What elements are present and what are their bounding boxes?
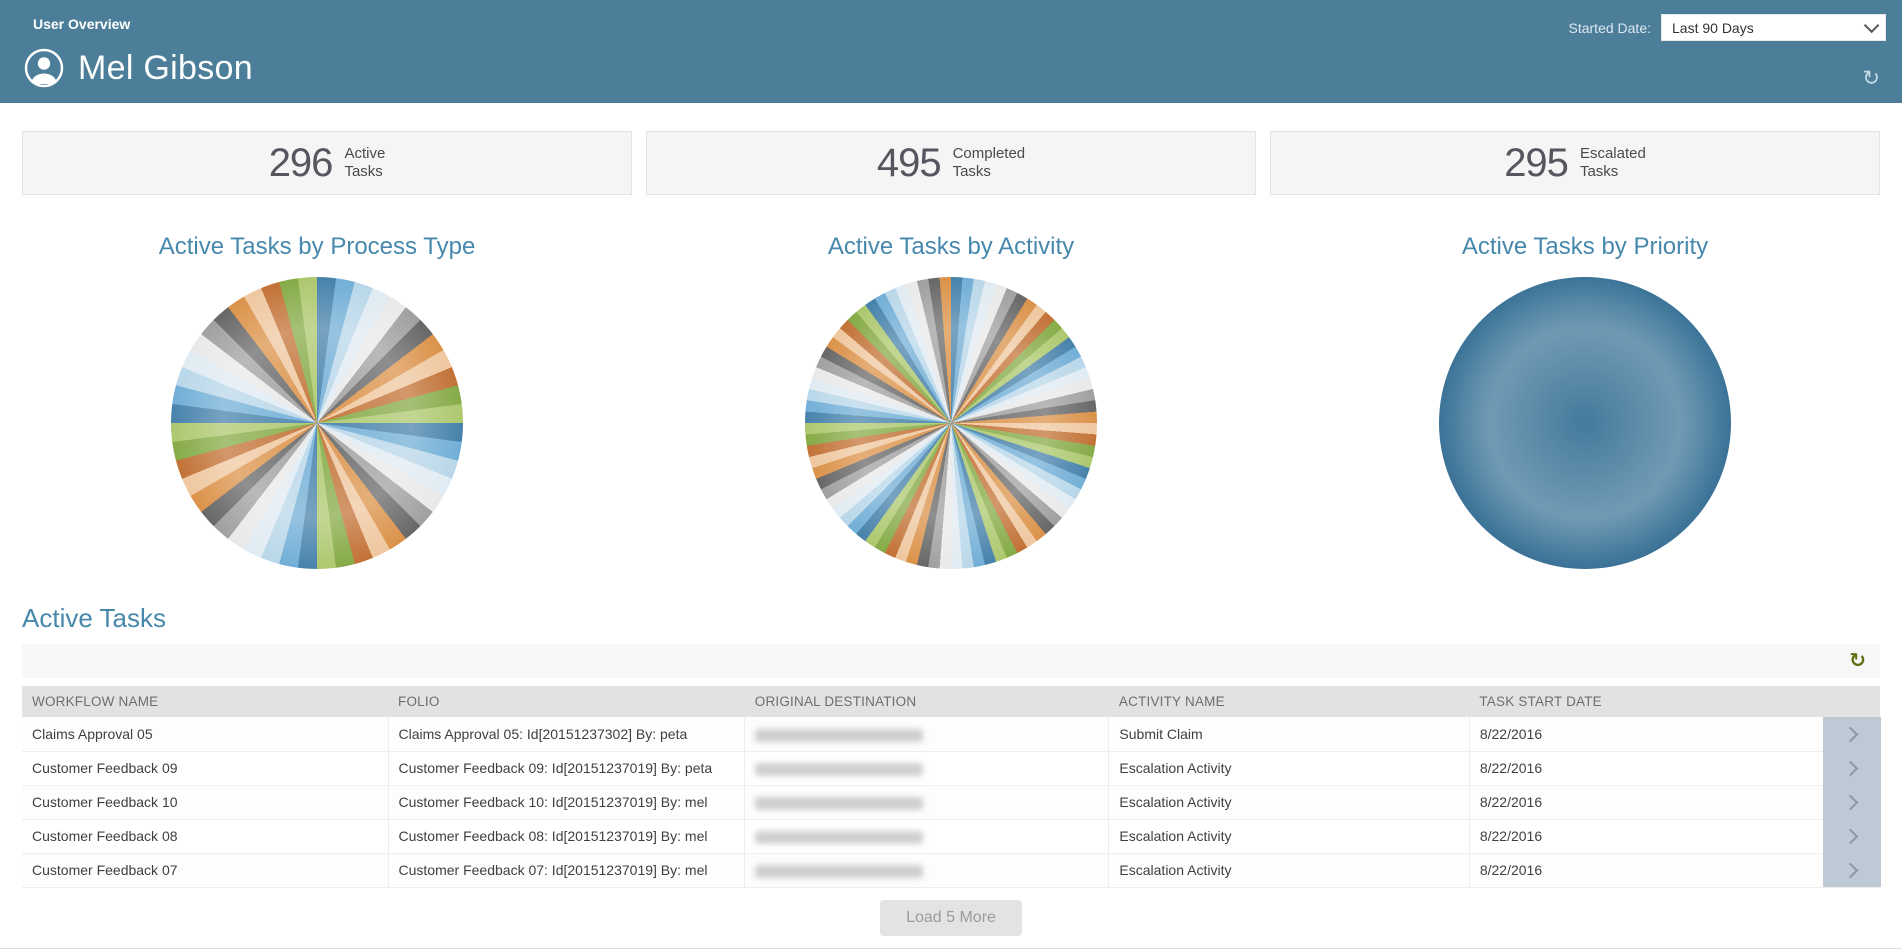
row-open-chevron[interactable] — [1823, 819, 1881, 853]
stat-cards: 296 Active Tasks 495 Completed Tasks 295 E… — [22, 131, 1880, 195]
cell-workflow-name: Customer Feedback 07 — [22, 853, 389, 888]
active-tasks-table: WORKFLOW NAME FOLIO ORIGINAL DESTINATION… — [22, 686, 1881, 888]
stat-value: 295 — [1504, 140, 1569, 185]
stat-value: 296 — [268, 140, 334, 185]
cell-folio: Customer Feedback 10: Id[20151237019] By… — [387, 785, 745, 820]
cell-activity-name: Escalation Activity — [1108, 853, 1470, 888]
table-header-row: WORKFLOW NAME FOLIO ORIGINAL DESTINATION… — [22, 686, 1880, 717]
pie-sheen — [171, 277, 463, 569]
column-header-workflow-name[interactable]: WORKFLOW NAME — [22, 686, 389, 717]
cell-original-destination — [744, 785, 1109, 820]
cell-workflow-name: Customer Feedback 10 — [22, 785, 389, 820]
stat-card-escalated-tasks: 295 Escalated Tasks — [1270, 131, 1880, 195]
cell-task-start-date: 8/22/2016 — [1468, 751, 1880, 786]
row-open-chevron[interactable] — [1823, 853, 1881, 887]
stat-label: Completed Tasks — [952, 144, 1026, 180]
charts-row: Active Tasks by Process Type Active Task… — [0, 233, 1902, 569]
section-title: Active Tasks — [22, 603, 167, 633]
load-more-row: Load 5 More — [0, 899, 1902, 936]
cell-original-destination — [744, 751, 1109, 786]
bottom-divider — [0, 947, 1902, 949]
pie-sheen — [805, 277, 1097, 569]
cell-activity-name: Escalation Activity — [1108, 751, 1470, 786]
load-more-button[interactable]: Load 5 More — [880, 899, 1022, 936]
cell-workflow-name: Customer Feedback 09 — [22, 751, 389, 786]
cell-original-destination — [744, 819, 1109, 854]
chart-title: Active Tasks by Priority — [1461, 233, 1709, 260]
pie-chart-priority[interactable] — [1439, 277, 1731, 569]
table-row[interactable]: Customer Feedback 08 Customer Feedback 0… — [22, 819, 1880, 854]
date-filter: Started Date: Last 90 Days — [1568, 14, 1886, 41]
column-header-activity-name[interactable]: ACTIVITY NAME — [1108, 686, 1470, 717]
chevron-right-icon — [1842, 726, 1859, 742]
refresh-icon[interactable]: ↻ — [1862, 67, 1880, 90]
header: User Overview Mel Gibson Started Date: L… — [0, 0, 1902, 103]
cell-task-start-date: 8/22/2016 — [1468, 717, 1880, 752]
cell-workflow-name: Customer Feedback 08 — [22, 819, 389, 854]
breadcrumb[interactable]: User Overview — [33, 16, 131, 32]
chart-priority: Active Tasks by Priority — [1268, 233, 1902, 569]
started-date-value: Last 90 Days — [1672, 19, 1754, 36]
pie-sheen — [1439, 277, 1731, 569]
cell-original-destination — [744, 853, 1109, 888]
redacted-text — [755, 864, 924, 878]
chevron-right-icon — [1842, 760, 1859, 776]
chevron-right-icon — [1842, 794, 1859, 810]
chart-title: Active Tasks by Process Type — [158, 233, 476, 260]
row-open-chevron[interactable] — [1823, 785, 1881, 819]
started-date-dropdown[interactable]: Last 90 Days — [1661, 14, 1886, 41]
active-tasks-section: Active Tasks ↻ WORKFLOW NAME FOLIO ORIGI… — [0, 603, 1902, 949]
row-open-chevron[interactable] — [1823, 717, 1881, 751]
redacted-text — [755, 762, 924, 776]
cell-folio: Customer Feedback 09: Id[20151237019] By… — [387, 751, 745, 786]
cell-task-start-date: 8/22/2016 — [1468, 853, 1880, 888]
column-header-task-start-date[interactable]: TASK START DATE — [1469, 686, 1880, 717]
redacted-text — [755, 796, 924, 810]
table-row[interactable]: Customer Feedback 07 Customer Feedback 0… — [22, 853, 1880, 888]
column-header-folio[interactable]: FOLIO — [388, 686, 745, 717]
chevron-right-icon — [1842, 828, 1859, 844]
row-actions-strip — [1823, 717, 1881, 887]
table-row[interactable]: Customer Feedback 10 Customer Feedback 1… — [22, 785, 1880, 820]
started-date-label: Started Date: — [1568, 19, 1652, 36]
cell-folio: Customer Feedback 07: Id[20151237019] By… — [387, 853, 745, 888]
cell-folio: Customer Feedback 08: Id[20151237019] By… — [387, 819, 745, 854]
redacted-text — [755, 728, 924, 742]
stat-label: Escalated Tasks — [1579, 144, 1646, 180]
pie-chart-process-type[interactable] — [171, 277, 463, 569]
page-title: Mel Gibson — [78, 48, 253, 87]
table-row[interactable]: Claims Approval 05 Claims Approval 05: I… — [22, 717, 1880, 752]
stat-card-completed-tasks: 495 Completed Tasks — [646, 131, 1256, 195]
chart-process-type: Active Tasks by Process Type — [0, 233, 634, 569]
stat-value: 495 — [876, 140, 942, 185]
cell-task-start-date: 8/22/2016 — [1468, 819, 1880, 854]
user-avatar-icon — [24, 48, 64, 88]
table-toolbar: ↻ — [22, 644, 1880, 678]
user-title-row: Mel Gibson — [24, 48, 253, 88]
cell-activity-name: Escalation Activity — [1108, 785, 1470, 820]
cell-folio: Claims Approval 05: Id[20151237302] By: … — [387, 717, 745, 752]
pie-chart-activity[interactable] — [805, 277, 1097, 569]
cell-task-start-date: 8/22/2016 — [1468, 785, 1880, 820]
chart-title: Active Tasks by Activity — [827, 233, 1075, 260]
chevron-right-icon — [1842, 862, 1859, 878]
cell-activity-name: Submit Claim — [1108, 717, 1470, 752]
chart-activity: Active Tasks by Activity — [634, 233, 1268, 569]
row-open-chevron[interactable] — [1823, 751, 1881, 785]
chevron-down-icon — [1863, 17, 1880, 34]
table-row[interactable]: Customer Feedback 09 Customer Feedback 0… — [22, 751, 1880, 786]
cell-workflow-name: Claims Approval 05 — [22, 717, 389, 752]
table-refresh-icon[interactable]: ↻ — [1849, 650, 1866, 672]
stat-card-active-tasks: 296 Active Tasks — [22, 131, 632, 195]
stat-label: Active Tasks — [344, 144, 386, 180]
column-header-original-destination[interactable]: ORIGINAL DESTINATION — [744, 686, 1109, 717]
redacted-text — [755, 830, 924, 844]
cell-activity-name: Escalation Activity — [1108, 819, 1470, 854]
cell-original-destination — [744, 717, 1109, 752]
